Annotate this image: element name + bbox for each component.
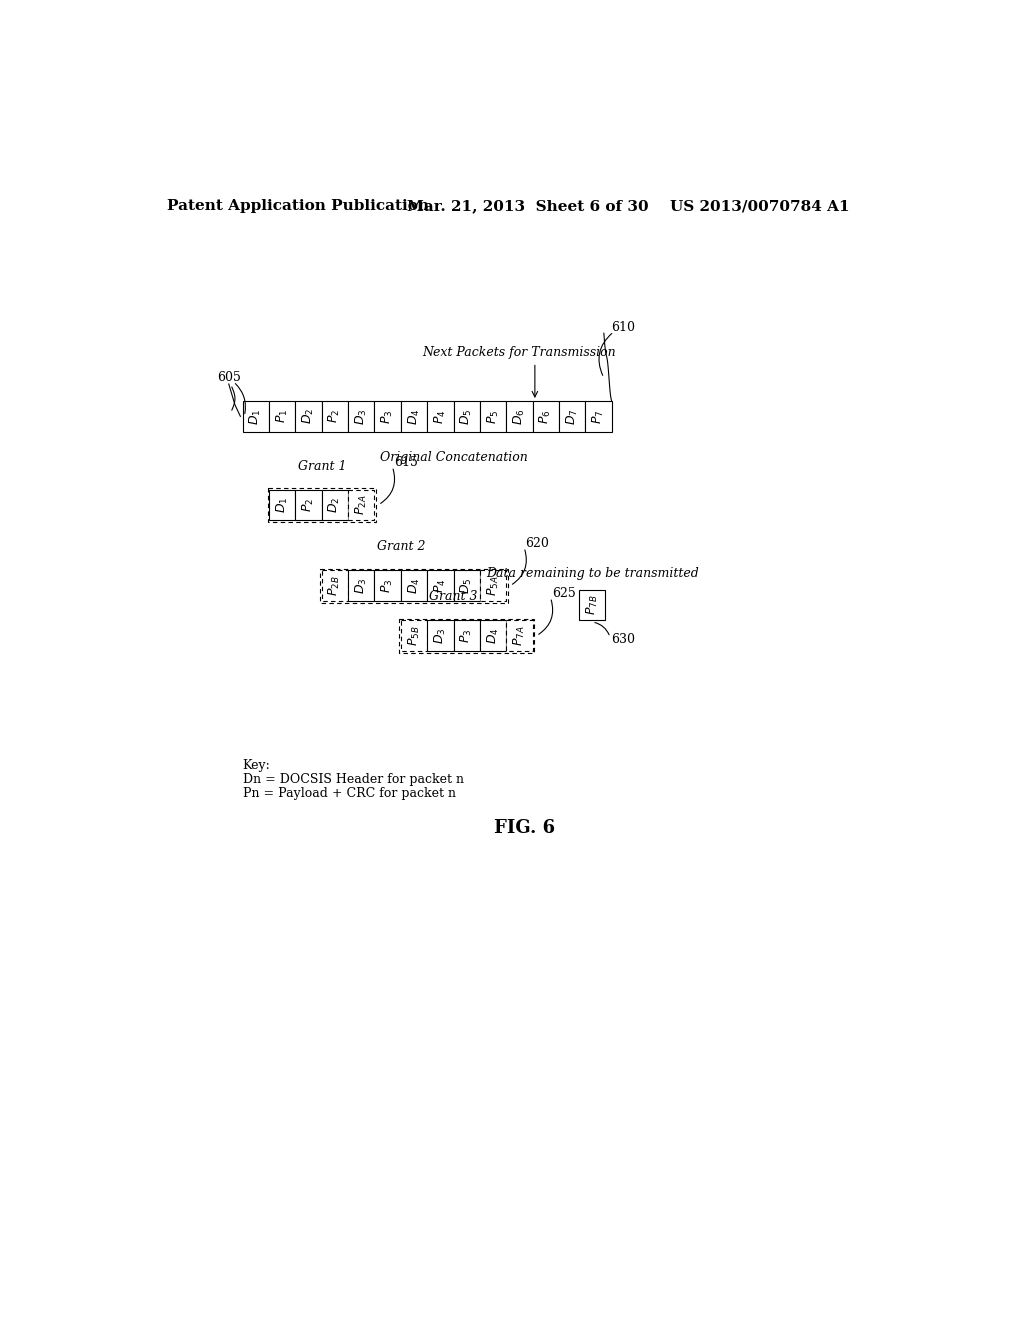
Bar bbox=[454, 570, 480, 601]
Text: $D_5$: $D_5$ bbox=[459, 578, 474, 594]
Text: US 2013/0070784 A1: US 2013/0070784 A1 bbox=[671, 199, 850, 213]
Bar bbox=[454, 620, 480, 651]
Text: $P_4$: $P_4$ bbox=[433, 409, 447, 424]
Text: $P_1$: $P_1$ bbox=[274, 409, 290, 424]
Text: $P_2$: $P_2$ bbox=[301, 498, 316, 512]
Text: $P_2$: $P_2$ bbox=[328, 409, 342, 424]
Text: $P_5$: $P_5$ bbox=[485, 409, 501, 424]
Bar bbox=[480, 401, 506, 432]
Text: $D_2$: $D_2$ bbox=[301, 408, 316, 425]
Text: $D_6$: $D_6$ bbox=[512, 408, 527, 425]
Bar bbox=[267, 488, 376, 521]
Text: $P_3$: $P_3$ bbox=[380, 409, 395, 424]
Bar bbox=[375, 401, 400, 432]
Text: 615: 615 bbox=[394, 455, 418, 469]
Text: $D_4$: $D_4$ bbox=[485, 627, 501, 644]
Bar bbox=[348, 490, 375, 520]
Text: Key:: Key: bbox=[243, 759, 270, 772]
Text: FIG. 6: FIG. 6 bbox=[495, 820, 555, 837]
Text: Dn = DOCSIS Header for packet n: Dn = DOCSIS Header for packet n bbox=[243, 774, 464, 785]
Text: Grant 2: Grant 2 bbox=[377, 540, 425, 553]
Text: $P_{2A}$: $P_{2A}$ bbox=[353, 495, 369, 515]
Bar bbox=[322, 401, 348, 432]
Bar bbox=[399, 619, 535, 653]
Text: $D_2$: $D_2$ bbox=[328, 496, 342, 513]
Text: $P_{7B}$: $P_{7B}$ bbox=[585, 595, 600, 615]
Bar bbox=[427, 401, 454, 432]
Bar bbox=[348, 401, 375, 432]
Bar bbox=[375, 570, 400, 601]
Text: Patent Application Publication: Patent Application Publication bbox=[167, 199, 429, 213]
Bar bbox=[400, 401, 427, 432]
Text: $D_3$: $D_3$ bbox=[433, 627, 447, 644]
Bar bbox=[586, 401, 611, 432]
Text: $D_5$: $D_5$ bbox=[459, 408, 474, 425]
Bar bbox=[579, 590, 605, 620]
Bar bbox=[427, 620, 454, 651]
Text: Mar. 21, 2013  Sheet 6 of 30: Mar. 21, 2013 Sheet 6 of 30 bbox=[407, 199, 648, 213]
Text: $P_{5B}$: $P_{5B}$ bbox=[407, 626, 422, 645]
Bar bbox=[243, 401, 269, 432]
Text: 630: 630 bbox=[611, 634, 636, 647]
Text: 610: 610 bbox=[611, 321, 636, 334]
Text: $D_1$: $D_1$ bbox=[249, 408, 263, 425]
Text: 620: 620 bbox=[525, 537, 550, 550]
Text: $D_3$: $D_3$ bbox=[353, 408, 369, 425]
Text: 605: 605 bbox=[217, 371, 241, 384]
Bar bbox=[269, 401, 295, 432]
Text: Data remaining to be transmitted: Data remaining to be transmitted bbox=[485, 568, 698, 581]
Text: $P_{7A}$: $P_{7A}$ bbox=[512, 626, 527, 645]
Bar bbox=[321, 569, 508, 603]
Bar bbox=[269, 490, 295, 520]
Text: $P_3$: $P_3$ bbox=[380, 578, 395, 593]
Bar bbox=[400, 620, 427, 651]
Bar bbox=[506, 620, 532, 651]
Bar bbox=[480, 570, 506, 601]
Bar bbox=[454, 401, 480, 432]
Text: $D_7$: $D_7$ bbox=[564, 408, 580, 425]
Bar bbox=[400, 570, 427, 601]
Text: $P_{5A}$: $P_{5A}$ bbox=[485, 576, 501, 597]
Bar bbox=[322, 570, 348, 601]
Bar bbox=[348, 570, 375, 601]
Bar bbox=[427, 570, 454, 601]
Text: $D_1$: $D_1$ bbox=[274, 496, 290, 513]
Text: 625: 625 bbox=[552, 587, 575, 601]
Text: $D_4$: $D_4$ bbox=[407, 408, 422, 425]
Bar bbox=[559, 401, 586, 432]
Text: $P_4$: $P_4$ bbox=[433, 578, 447, 593]
Bar bbox=[295, 401, 322, 432]
Text: $P_3$: $P_3$ bbox=[459, 628, 474, 643]
Bar bbox=[295, 490, 322, 520]
Text: $P_6$: $P_6$ bbox=[539, 409, 553, 424]
Text: $P_7$: $P_7$ bbox=[591, 409, 606, 424]
Bar bbox=[322, 490, 348, 520]
Text: Grant 1: Grant 1 bbox=[298, 459, 346, 473]
Text: $D_3$: $D_3$ bbox=[353, 577, 369, 594]
Text: Next Packets for Transmission: Next Packets for Transmission bbox=[423, 346, 616, 359]
Bar bbox=[506, 401, 532, 432]
Text: Pn = Payload + CRC for packet n: Pn = Payload + CRC for packet n bbox=[243, 787, 456, 800]
Bar bbox=[480, 620, 506, 651]
Text: Grant 3: Grant 3 bbox=[429, 590, 478, 603]
Bar bbox=[532, 401, 559, 432]
Text: $P_{2B}$: $P_{2B}$ bbox=[328, 576, 342, 597]
Text: $D_4$: $D_4$ bbox=[407, 577, 422, 594]
Text: Original Concatenation: Original Concatenation bbox=[380, 451, 527, 465]
